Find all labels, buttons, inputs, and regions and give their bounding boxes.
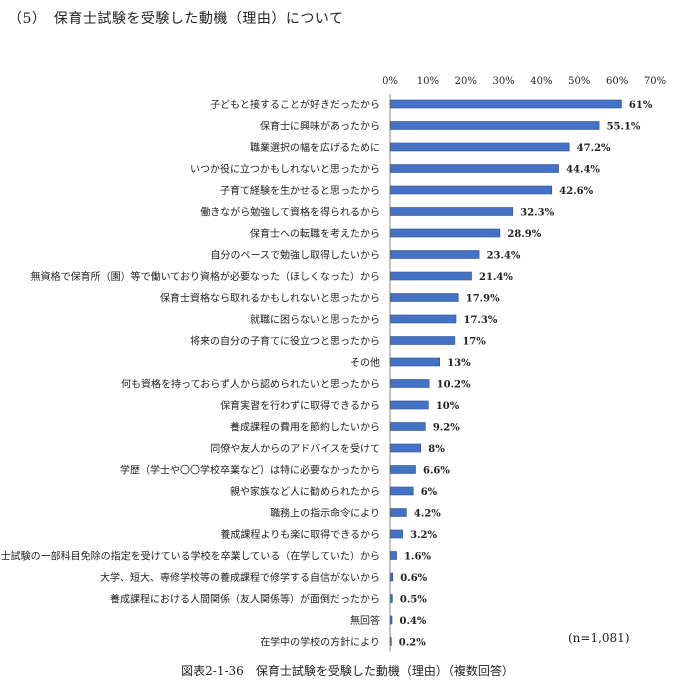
value-label: 0.5% [400, 595, 427, 606]
category-label: 保育士に興味があったから [260, 120, 380, 133]
x-tick-label: 70% [644, 76, 666, 87]
x-tick-label: 0% [382, 76, 398, 87]
category-label: 何も資格を持っておらず人から認められたいと思ったから [121, 378, 380, 391]
x-tick-label: 60% [606, 76, 628, 87]
bar [390, 551, 397, 560]
category-label: 養成課程よりも楽に取得できるから [220, 528, 380, 541]
category-label: 就職に困らないと思ったから [250, 313, 380, 326]
bar [390, 293, 459, 302]
category-label: 将来の自分の子育てに役立つと思ったから [190, 335, 380, 348]
value-label: 47.2% [577, 143, 611, 154]
bar [390, 443, 422, 453]
bar [390, 121, 600, 130]
category-label: 子どもと接することが好きだったから [210, 98, 380, 111]
value-label: 32.3% [520, 208, 554, 219]
category-label: 保育士への転職を考えたから [250, 227, 380, 240]
category-label: その他 [350, 356, 380, 369]
bar [390, 271, 472, 281]
x-tick-label: 50% [568, 76, 590, 87]
value-label: 13% [447, 358, 471, 369]
bar [390, 250, 480, 259]
value-label: 17% [462, 337, 486, 348]
value-label: 9.2% [433, 423, 460, 434]
bar [390, 508, 407, 517]
value-label: 0.2% [399, 638, 426, 649]
bar [390, 529, 403, 539]
bar [390, 465, 416, 474]
x-tick-label: 30% [492, 76, 514, 87]
bar [390, 422, 426, 431]
value-label: 21.4% [479, 272, 513, 283]
value-label: 61% [629, 100, 653, 111]
value-label: 8% [428, 444, 445, 455]
bar [390, 637, 392, 646]
category-label: 同僚や友人からのアドバイスを受けて [210, 442, 380, 455]
category-label: 大学、短大、専修学校等の養成課程で修学する自信がないから [100, 571, 380, 584]
bar [390, 594, 393, 603]
value-label: 42.6% [559, 186, 593, 197]
category-label: 子育て経験を生かせると思ったから [220, 184, 380, 197]
horizontal-bar-chart: 0% 10% 20% 30% 40% 50% 60% 70% 子どもと接することが好きだったから… [0, 76, 666, 652]
bar [390, 400, 429, 410]
bar [390, 314, 457, 324]
category-label: 保育士資格なら取れるかもしれないと思ったから [160, 292, 380, 305]
value-label: 17.9% [466, 294, 500, 305]
bar [390, 228, 501, 238]
bar [390, 99, 622, 109]
category-label: 保育実習を行わずに取得できるから [220, 399, 380, 412]
section-heading: （5） 保育士試験を受験した動機（理由）について [8, 11, 344, 27]
category-label: 養成課程の費用を節約したいから [230, 421, 380, 434]
x-tick-label: 10% [417, 76, 439, 87]
category-label: いつか役に立つかもしれないと思ったから [190, 163, 380, 176]
sample-size-note: (n=1,081) [568, 631, 630, 645]
value-label: 6.6% [423, 466, 450, 477]
bar [390, 379, 430, 388]
category-label: 養成課程における人間関係（友人関係等）が面倒だったから [110, 593, 380, 606]
x-tick-label: 40% [530, 76, 552, 87]
bar [390, 185, 553, 195]
value-label: 44.4% [566, 165, 600, 176]
x-tick-label: 20% [455, 76, 477, 87]
value-label: 28.9% [507, 229, 541, 240]
category-label: 在学中の学校の方針により [260, 636, 380, 649]
value-label: 0.6% [400, 573, 427, 584]
category-label: 親や家族など人に勧められたから [230, 485, 380, 498]
bar [390, 164, 559, 173]
bar [390, 207, 514, 216]
value-label: 3.2% [410, 530, 437, 541]
value-label: 6% [421, 487, 438, 498]
value-label: 23.4% [487, 251, 521, 262]
value-label: 0.4% [400, 616, 427, 627]
value-label: 4.2% [414, 509, 441, 520]
bar [390, 572, 394, 582]
category-label: 無回答 [350, 614, 380, 627]
figure-caption: 図表2-1-36 保育士試験を受験した動機（理由）（複数回答） [181, 664, 514, 678]
bar [390, 336, 456, 345]
category-label: 自分のペースで勉強し取得したいから [211, 249, 381, 262]
category-label: 職業選択の幅を広げるために [250, 141, 380, 154]
category-label: 無資格で保育所（園）等で働いており資格が必要なった（ほしくなった）から [31, 270, 380, 283]
bar [390, 357, 441, 367]
bar [390, 142, 570, 152]
category-label: 学歴（学士や〇〇学校卒業など）は特に必要なかったから [120, 464, 380, 477]
bar [390, 486, 414, 496]
bar [390, 615, 393, 625]
value-label: 17.3% [463, 315, 497, 326]
category-label: 職務上の指示命令により [270, 507, 380, 520]
category-label: 働きながら勉強して資格を得られるから [200, 206, 380, 219]
value-label: 10% [436, 401, 460, 412]
value-label: 10.2% [437, 380, 471, 391]
value-label: 55.1% [607, 122, 641, 133]
category-label: 保育士試験の一部科目免除の指定を受けている学校を卒業している（在学していた）から [0, 550, 380, 563]
value-label: 1.6% [404, 552, 431, 563]
